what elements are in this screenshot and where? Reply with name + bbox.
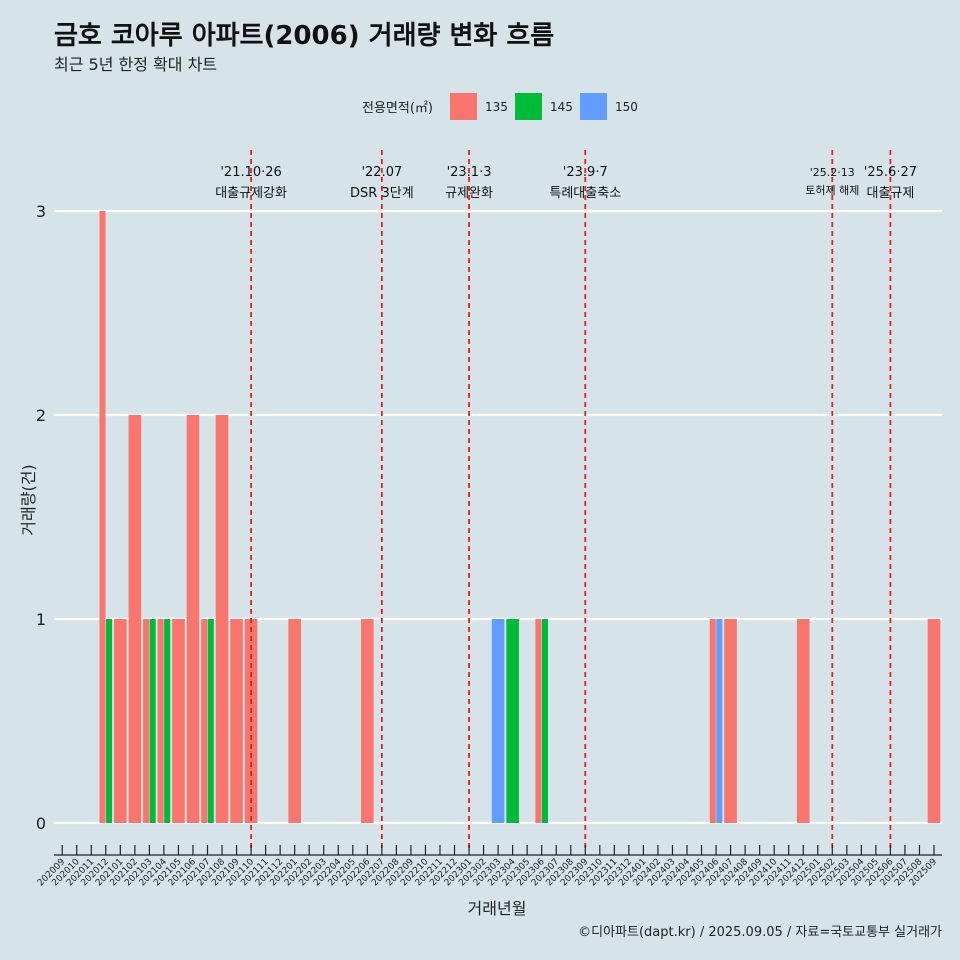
annotation-label-4: 토허제 해제 [805, 183, 859, 197]
annotations: '21.10·26 대출규제강화 '22.07 DSR 3단계 '23.1·3 규제완화 '… [215, 150, 917, 852]
annotation-label-1: DSR 3단계 [350, 186, 414, 201]
bar-202102-135 [128, 415, 142, 823]
annotation-date-3: '23.9·7 [563, 165, 608, 180]
bar-202012-135 [99, 211, 106, 823]
y-tick-label-3: 3 [36, 202, 46, 221]
bar-202104-135 [157, 619, 164, 823]
annotation-label-5: 대출규제 [866, 186, 914, 201]
bar-202105-135 [172, 619, 185, 823]
chart-subtitle: 최근 5년 한정 확대 차트 [54, 55, 217, 74]
bar-202201-135 [288, 619, 301, 823]
bar-202406-150 [716, 619, 723, 823]
legend-swatch-135 [450, 93, 477, 120]
bar-202304-145 [506, 619, 519, 823]
bar-202108-135 [215, 415, 229, 823]
bar-202104-145 [164, 619, 171, 823]
axes: 2020092020102020112020122021012021022021… [36, 845, 942, 888]
x-axis-title: 거래년월 [468, 899, 527, 918]
bar-202103-145 [149, 619, 156, 823]
bar-202107-145 [207, 619, 214, 823]
bar-202109-135 [230, 619, 243, 823]
annotation-label-3: 특례대출축소 [549, 186, 621, 201]
legend: 전용면적(㎡) 135 145 150 [362, 93, 638, 120]
legend-label-150: 150 [615, 100, 638, 114]
y-tick-label-2: 2 [36, 406, 46, 425]
chart-title: 금호 코아루 아파트(2006) 거래량 변화 흐름 [54, 21, 554, 51]
bar-202103-135 [143, 619, 150, 823]
legend-label-135: 135 [485, 100, 508, 114]
annotation-label-2: 규제완화 [445, 186, 493, 201]
annotation-label-0: 대출규제강화 [215, 186, 287, 201]
bar-202306-145 [541, 619, 548, 823]
annotation-date-2: '23.1·3 [447, 165, 492, 180]
annotation-date-4: '25.2·13 [810, 166, 855, 179]
bar-202412-135 [796, 619, 810, 823]
annotation-date-5: '25.6·27 [864, 165, 917, 180]
y-tick-label-0: 0 [36, 814, 46, 833]
bar-202306-135 [535, 619, 542, 823]
legend-swatch-150 [580, 93, 607, 120]
annotation-date-1: '22.07 [361, 165, 402, 180]
annotation-date-0: '21.10·26 [220, 165, 281, 180]
bar-202012-145 [106, 619, 113, 823]
legend-swatch-145 [515, 93, 542, 120]
bar-202303-150 [491, 619, 505, 823]
bar-202406-135 [709, 619, 716, 823]
bar-202106-135 [186, 415, 200, 823]
legend-label-145: 145 [550, 100, 573, 114]
bars [99, 211, 941, 823]
y-tick-label-1: 1 [36, 610, 46, 629]
y-axis-title: 거래량(건) [19, 464, 38, 535]
legend-title: 전용면적(㎡) [362, 101, 433, 116]
bar-202206-135 [361, 619, 374, 823]
bar-202509-135 [927, 619, 941, 823]
chart-caption: ©디아파트(dapt.kr) / 2025.09.05 / 자료=국토교통부 실… [578, 925, 942, 940]
bar-202407-135 [724, 619, 737, 823]
bar-202107-135 [201, 619, 208, 823]
bar-202101-135 [114, 619, 127, 823]
